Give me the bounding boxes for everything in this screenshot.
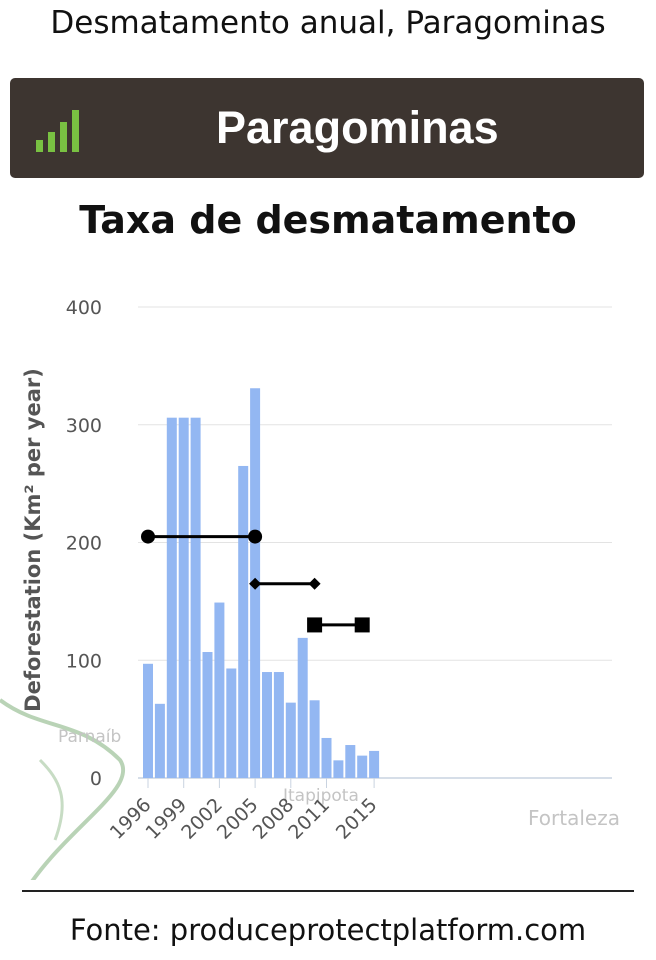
- map-river: [0, 698, 125, 880]
- bar: [285, 702, 296, 778]
- bar: [297, 637, 308, 778]
- reference-marker-square: [307, 617, 323, 633]
- footer-divider: [22, 890, 634, 892]
- map-label-parnaiba: Parnaíb: [58, 727, 121, 747]
- x-tick-label: 1996: [106, 794, 156, 844]
- bar: [273, 672, 284, 778]
- location-banner: Paragominas: [10, 78, 644, 178]
- bar: [262, 672, 272, 778]
- signal-bars-icon: [36, 110, 79, 152]
- bar: [143, 663, 153, 778]
- reference-marker-square: [354, 617, 370, 633]
- banner-title: Paragominas: [216, 102, 499, 153]
- bar: [226, 668, 237, 778]
- reference-marker-circle: [248, 529, 263, 544]
- signal-bar: [72, 110, 79, 152]
- map-background: Parnaíb Itapipota Fortaleza: [0, 698, 620, 880]
- y-tick-label: 100: [66, 650, 102, 672]
- signal-bar: [60, 122, 67, 152]
- reference-marker-diamond: [308, 577, 321, 590]
- bar: [369, 750, 380, 778]
- bar: [333, 760, 344, 778]
- y-tick-label: 400: [66, 297, 102, 319]
- bar: [357, 755, 368, 778]
- signal-bar: [36, 140, 43, 152]
- bar: [309, 700, 320, 778]
- bar: [345, 745, 356, 778]
- source-credit: Fonte: produceprotectplatform.com: [69, 913, 587, 947]
- deforestation-chart: Parnaíb Itapipota Fortaleza 0 100 200 300 40…: [0, 297, 620, 880]
- page-title: Desmatamento anual, Paragominas: [50, 5, 606, 41]
- x-tick-label: 1999: [141, 794, 191, 844]
- bar: [214, 602, 225, 778]
- x-tick-label: 2002: [177, 794, 227, 844]
- bar: [154, 703, 165, 778]
- bar: [321, 737, 332, 778]
- y-tick-label: 300: [66, 415, 102, 437]
- bar: [178, 417, 189, 778]
- map-river: [38, 758, 64, 841]
- bar: [190, 417, 201, 778]
- map-label-fortaleza: Fortaleza: [528, 806, 620, 830]
- reference-marker-diamond: [249, 577, 262, 590]
- bar: [238, 465, 249, 778]
- y-tick-label: 0: [90, 768, 102, 790]
- chart-title: Taxa de desmatamento: [79, 198, 577, 242]
- y-tick-label: 200: [66, 533, 102, 555]
- reference-marker-circle: [141, 529, 155, 544]
- x-tick-label: 2005: [213, 794, 263, 844]
- bar: [166, 417, 177, 778]
- reference-lines: [141, 529, 370, 633]
- map-label-itapipota: Itapipota: [283, 786, 359, 806]
- bar: [202, 652, 213, 778]
- signal-bar: [48, 132, 55, 152]
- y-axis-label: Deforestation (Km² per year): [21, 368, 45, 712]
